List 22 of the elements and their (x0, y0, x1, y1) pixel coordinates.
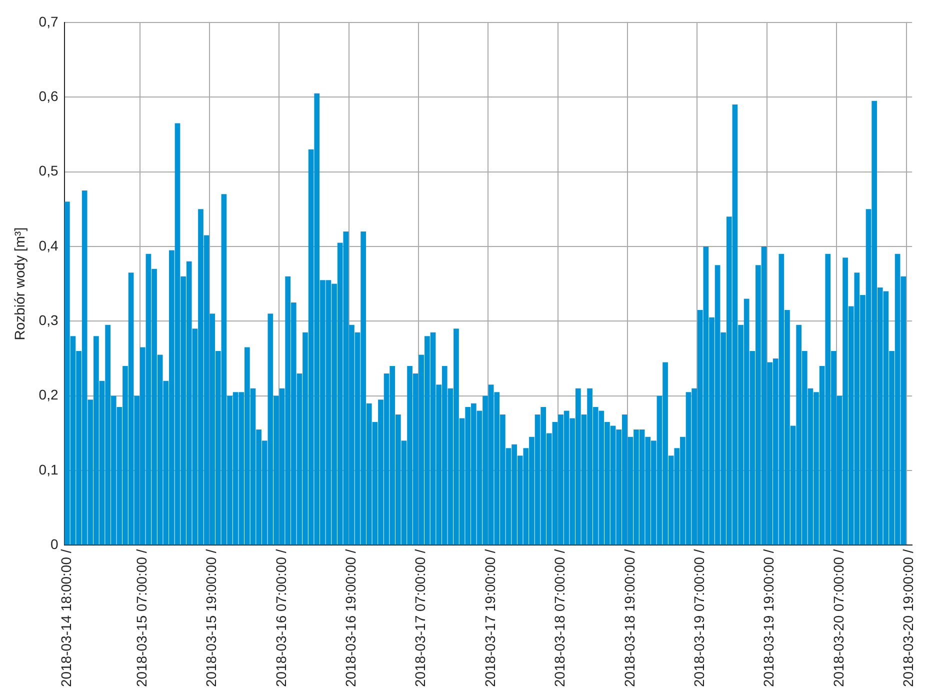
x-tick-label: 2018-03-14 18:00:00 / (58, 549, 74, 688)
x-tick-label: 2018-03-16 19:00:00 / (342, 549, 359, 688)
x-tick-label: 2018-03-16 07:00:00 / (272, 549, 289, 688)
y-tick-label: 0,7 (38, 13, 58, 30)
y-tick-label: 0,4 (38, 237, 58, 254)
x-tick-label: 2018-03-20 07:00:00 / (830, 549, 846, 688)
y-tick-label: 0,1 (38, 461, 58, 478)
y-tick-label: 0 (50, 536, 58, 552)
y-tick-label: 0,3 (38, 312, 58, 328)
y-axis-title: Rozbiór wody [m³] (11, 227, 28, 340)
x-tick-label: 2018-03-19 19:00:00 / (760, 549, 777, 688)
x-tick-label: 2018-03-17 07:00:00 / (412, 549, 428, 688)
x-tick-label: 2018-03-15 07:00:00 / (134, 549, 150, 688)
y-tick-label: 0,6 (38, 88, 58, 104)
y-tick-label: 0,5 (38, 162, 58, 179)
y-tick-label: 0,2 (38, 386, 58, 403)
x-tick-label: 2018-03-19 07:00:00 / (690, 549, 707, 688)
x-tick-label: 2018-03-20 19:00:00 / (900, 549, 916, 688)
x-tick-label: 2018-03-15 19:00:00 / (203, 549, 220, 688)
x-tick-label: 2018-03-18 07:00:00 / (552, 549, 568, 688)
x-tick-label: 2018-03-17 19:00:00 / (482, 549, 498, 688)
x-tick-label: 2018-03-18 19:00:00 / (621, 549, 638, 688)
